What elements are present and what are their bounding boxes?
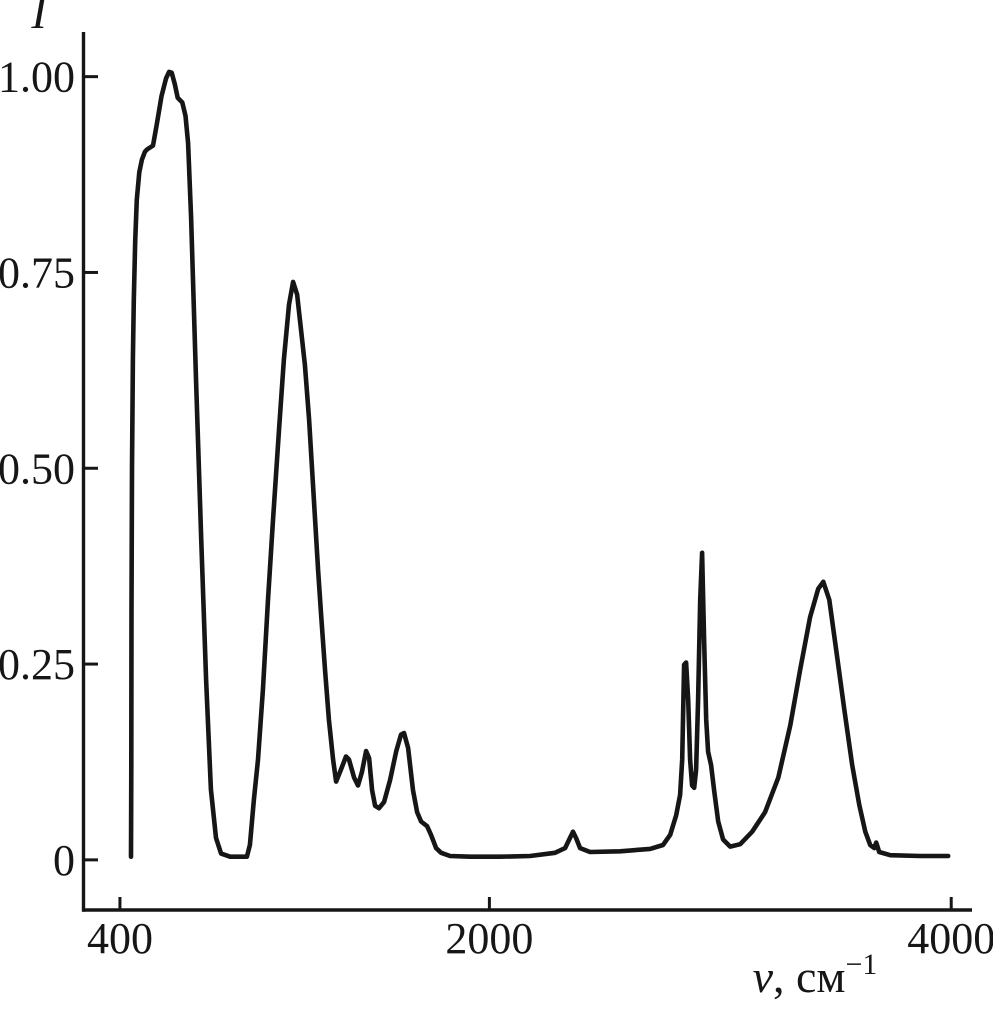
y-tick-label: 1.00 [0, 53, 75, 102]
y-axis: 0 0.25 0.50 0.75 1.00 [0, 32, 98, 912]
x-tick-label: 2000 [445, 914, 533, 963]
y-ticks: 0 0.25 0.50 0.75 1.00 [0, 53, 98, 885]
spectrum-curve [128, 69, 951, 859]
x-tick-label: 400 [87, 914, 153, 963]
x-axis-title-superscript: −1 [846, 948, 878, 981]
x-axis-title: ν, см−1 [753, 948, 878, 1002]
x-ticks: 400 2000 4000 [87, 897, 993, 963]
y-tick-label: 0.50 [0, 444, 75, 493]
x-tick-label: 4000 [907, 914, 993, 963]
y-tick-label: 0 [53, 836, 75, 885]
x-axis-title-nu: ν [753, 951, 774, 1002]
x-axis-title-unit: , см [773, 951, 846, 1002]
x-axis: 400 2000 4000 [83, 897, 993, 963]
y-tick-label: 0.25 [0, 640, 75, 689]
y-tick-label: 0.75 [0, 248, 75, 297]
y-axis-title: I [30, 0, 49, 38]
